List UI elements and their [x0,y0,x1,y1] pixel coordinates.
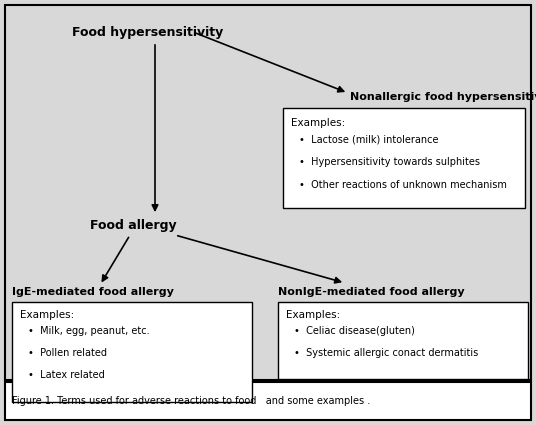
Bar [283,108,525,208]
Text: Figure 1. Terms used for adverse reactions to food   and some examples .: Figure 1. Terms used for adverse reactio… [12,396,370,406]
Text: Nonallergic food hypersensitivity: Nonallergic food hypersensitivity [350,92,536,102]
Bar [5,382,531,420]
Text: NonIgE-mediated food allergy: NonIgE-mediated food allergy [278,287,465,297]
Bar [278,302,528,379]
Text: •  Pollen related: • Pollen related [28,348,107,358]
Text: IgE-mediated food allergy: IgE-mediated food allergy [12,287,174,297]
Text: Food allergy: Food allergy [90,218,177,232]
Text: Examples:: Examples: [291,118,345,128]
Text: Examples:: Examples: [286,310,340,320]
Text: •  Milk, egg, peanut, etc.: • Milk, egg, peanut, etc. [28,326,150,336]
Bar [12,302,252,402]
Text: •  Other reactions of unknown mechanism: • Other reactions of unknown mechanism [299,180,507,190]
Text: •  Lactose (milk) intolerance: • Lactose (milk) intolerance [299,134,438,144]
Text: •  Systemic allergic conact dermatitis: • Systemic allergic conact dermatitis [294,348,478,358]
Text: •  Hypersensitivity towards sulphites: • Hypersensitivity towards sulphites [299,157,480,167]
Bar [5,5,531,380]
Text: •  Latex related: • Latex related [28,370,105,380]
Text: •  Celiac disease(gluten): • Celiac disease(gluten) [294,326,415,336]
Text: Examples:: Examples: [20,310,75,320]
Text: Food hypersensitivity: Food hypersensitivity [72,26,224,39]
